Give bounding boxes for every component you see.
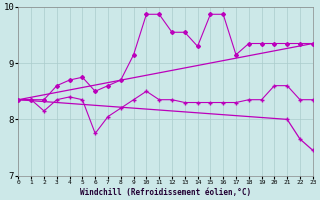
X-axis label: Windchill (Refroidissement éolien,°C): Windchill (Refroidissement éolien,°C)	[80, 188, 251, 197]
